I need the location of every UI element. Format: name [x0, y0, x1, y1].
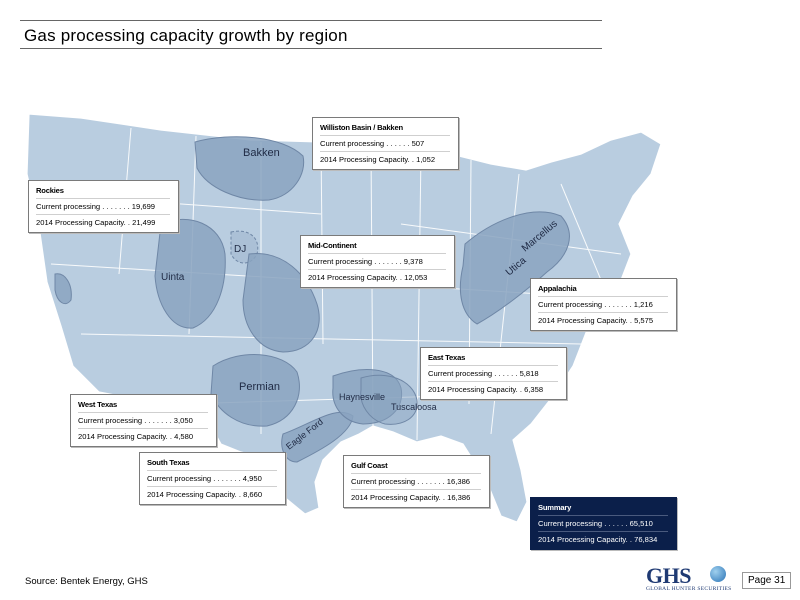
permian-basin — [210, 354, 300, 427]
globe-icon — [710, 566, 726, 582]
region-label-haynesville: Haynesville — [339, 392, 385, 402]
callout-gulfcoast: Gulf Coast Current processing . . . . . … — [343, 455, 490, 508]
callout-williston-capacity: 2014 Processing Capacity. . 1,052 — [320, 151, 450, 167]
callout-easttexas-capacity: 2014 Processing Capacity. . 6,358 — [428, 381, 558, 397]
callout-southtexas-capacity: 2014 Processing Capacity. . 8,660 — [147, 486, 277, 502]
callout-southtexas: South Texas Current processing . . . . .… — [139, 452, 286, 505]
callout-summary: Summary Current processing . . . . . . 6… — [530, 497, 677, 550]
callout-appalachia-current: Current processing . . . . . . . 1,216 — [538, 296, 668, 312]
header-rule-top — [20, 20, 602, 21]
logo-text: GHS — [646, 563, 691, 588]
callout-williston-current: Current processing . . . . . . 507 — [320, 135, 450, 151]
callout-rockies-title: Rockies — [36, 186, 64, 195]
callout-southtexas-title: South Texas — [147, 458, 190, 467]
callout-gulfcoast-title: Gulf Coast — [351, 461, 388, 470]
region-label-permian: Permian — [239, 381, 280, 393]
callout-midcontinent-current: Current processing . . . . . . . 9,378 — [308, 253, 446, 269]
callout-williston: Williston Basin / Bakken Current process… — [312, 117, 459, 170]
ghs-logo: GHS GLOBAL HUNTER SECURITIES — [646, 563, 736, 595]
callout-midcontinent-capacity: 2014 Processing Capacity. . 12,053 — [308, 269, 446, 285]
callout-gulfcoast-current: Current processing . . . . . . . 16,386 — [351, 473, 481, 489]
callout-williston-title: Williston Basin / Bakken — [320, 123, 403, 132]
bakken-basin — [194, 136, 305, 201]
callout-westtexas-capacity: 2014 Processing Capacity. . 4,580 — [78, 428, 208, 444]
callout-summary-capacity: 2014 Processing Capacity. . 76,834 — [538, 531, 668, 547]
callout-appalachia-capacity: 2014 Processing Capacity. . 5,575 — [538, 312, 668, 328]
callout-midcontinent-title: Mid-Continent — [308, 241, 357, 250]
header-rule-bottom — [20, 48, 602, 49]
callout-rockies: Rockies Current processing . . . . . . .… — [28, 180, 179, 233]
callout-summary-title: Summary — [538, 503, 572, 512]
callout-easttexas: East Texas Current processing . . . . . … — [420, 347, 567, 400]
appalachia-basin — [459, 211, 570, 325]
callout-midcontinent: Mid-Continent Current processing . . . .… — [300, 235, 455, 288]
callout-gulfcoast-capacity: 2014 Processing Capacity. . 16,386 — [351, 489, 481, 505]
callout-westtexas-title: West Texas — [78, 400, 118, 409]
page-number: Page 31 — [742, 572, 792, 589]
page-title: Gas processing capacity growth by region — [24, 26, 348, 45]
west-coast-basin — [54, 273, 72, 305]
callout-appalachia: Appalachia Current processing . . . . . … — [530, 278, 677, 331]
callout-summary-current: Current processing . . . . . . 65,510 — [538, 515, 668, 531]
callout-southtexas-current: Current processing . . . . . . . 4,950 — [147, 470, 277, 486]
callout-appalachia-title: Appalachia — [538, 284, 577, 293]
region-label-bakken: Bakken — [243, 147, 280, 159]
uinta-basin — [154, 219, 226, 329]
tuscaloosa-basin — [360, 374, 418, 425]
callout-rockies-current: Current processing . . . . . . . 19,699 — [36, 198, 170, 214]
logo-subtitle: GLOBAL HUNTER SECURITIES — [646, 586, 732, 592]
callout-easttexas-title: East Texas — [428, 353, 466, 362]
callout-rockies-capacity: 2014 Processing Capacity. . 21,499 — [36, 214, 170, 230]
callout-westtexas: West Texas Current processing . . . . . … — [70, 394, 217, 447]
callout-westtexas-current: Current processing . . . . . . . 3,050 — [78, 412, 208, 428]
region-label-uinta: Uinta — [161, 272, 185, 283]
source-note: Source: Bentek Energy, GHS — [25, 576, 148, 587]
callout-easttexas-current: Current processing . . . . . . 5,818 — [428, 365, 558, 381]
region-label-dj: DJ — [234, 244, 246, 255]
region-label-tuscaloosa: Tuscaloosa — [391, 402, 437, 412]
